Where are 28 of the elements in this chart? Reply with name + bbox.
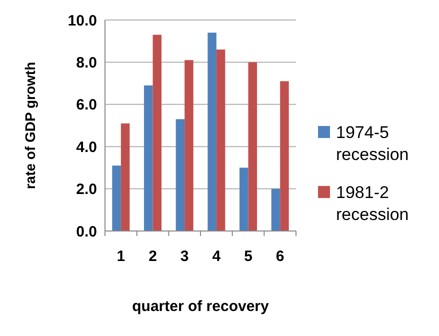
- bar: [184, 60, 194, 231]
- bar: [176, 119, 185, 231]
- x-tick-label: 2: [148, 248, 157, 265]
- x-tick-label: 6: [276, 248, 284, 265]
- y-tick-label: 6.0: [76, 96, 97, 114]
- bar: [144, 85, 153, 231]
- y-tick-label: 2.0: [76, 181, 97, 198]
- bar: [112, 166, 121, 231]
- legend-label: 1981-2 recession: [336, 182, 409, 224]
- x-tick-label: 3: [180, 248, 189, 265]
- x-tick-label: 1: [116, 248, 126, 265]
- x-tick-label: 4: [212, 248, 222, 265]
- bar: [271, 188, 280, 231]
- bar: [239, 168, 248, 231]
- bar: [248, 62, 258, 231]
- legend-label: 1974-5 recession: [336, 122, 409, 164]
- y-tick-label: 4.0: [76, 138, 97, 156]
- x-tick-label: 5: [244, 248, 252, 265]
- y-tick-label: 8.0: [76, 54, 97, 72]
- bar: [152, 34, 162, 231]
- y-tick-label: 10.0: [68, 12, 97, 30]
- bar: [120, 123, 130, 231]
- bar: [208, 32, 216, 231]
- bar: [280, 81, 289, 231]
- y-tick-label: 0.0: [76, 223, 97, 240]
- y-axis-title: rate of GDP growth: [22, 62, 38, 190]
- bar: [216, 50, 226, 231]
- x-axis-title: quarter of recovery: [132, 298, 270, 315]
